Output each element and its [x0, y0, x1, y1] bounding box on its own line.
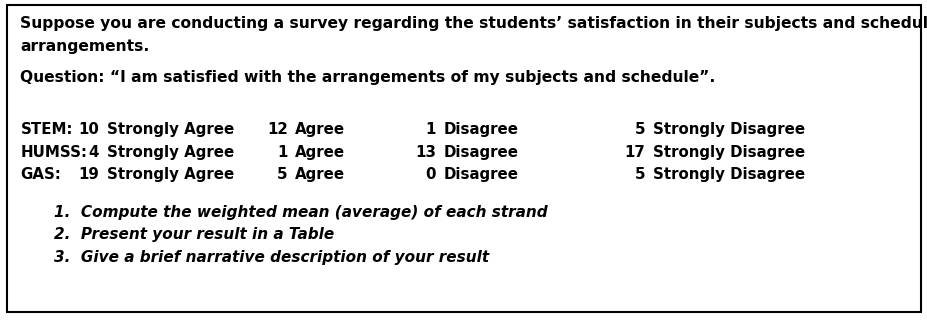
Text: Strongly Agree: Strongly Agree: [107, 145, 234, 160]
Text: Disagree: Disagree: [443, 145, 518, 160]
Text: 0: 0: [425, 167, 436, 182]
Text: 12: 12: [267, 122, 287, 137]
Text: Strongly Agree: Strongly Agree: [107, 167, 234, 182]
Text: 19: 19: [79, 167, 99, 182]
Text: Agree: Agree: [295, 145, 345, 160]
Text: Strongly Agree: Strongly Agree: [107, 122, 234, 137]
Text: 4: 4: [89, 145, 99, 160]
Text: Strongly Disagree: Strongly Disagree: [653, 167, 805, 182]
Text: Strongly Disagree: Strongly Disagree: [653, 122, 805, 137]
Text: 1.  Compute the weighted mean (average) of each strand: 1. Compute the weighted mean (average) o…: [54, 205, 547, 220]
Text: Disagree: Disagree: [443, 167, 518, 182]
Text: GAS:: GAS:: [20, 167, 61, 182]
Text: 5: 5: [634, 167, 644, 182]
Text: arrangements.: arrangements.: [20, 39, 149, 54]
Text: Suppose you are conducting a survey regarding the students’ satisfaction in thei: Suppose you are conducting a survey rega…: [20, 16, 927, 31]
Text: Disagree: Disagree: [443, 122, 518, 137]
Text: Strongly Disagree: Strongly Disagree: [653, 145, 805, 160]
Text: Agree: Agree: [295, 167, 345, 182]
Text: Question: “I am satisfied with the arrangements of my subjects and schedule”.: Question: “I am satisfied with the arran…: [20, 70, 715, 85]
Text: 5: 5: [634, 122, 644, 137]
Text: Agree: Agree: [295, 122, 345, 137]
Text: 1: 1: [425, 122, 436, 137]
Text: 1: 1: [277, 145, 287, 160]
Text: STEM:: STEM:: [20, 122, 72, 137]
Text: 3.  Give a brief narrative description of your result: 3. Give a brief narrative description of…: [54, 250, 489, 265]
Text: 5: 5: [277, 167, 287, 182]
Text: 2.  Present your result in a Table: 2. Present your result in a Table: [54, 227, 334, 242]
Text: HUMSS:: HUMSS:: [20, 145, 87, 160]
Text: 10: 10: [79, 122, 99, 137]
Text: 17: 17: [624, 145, 644, 160]
Text: 13: 13: [414, 145, 436, 160]
